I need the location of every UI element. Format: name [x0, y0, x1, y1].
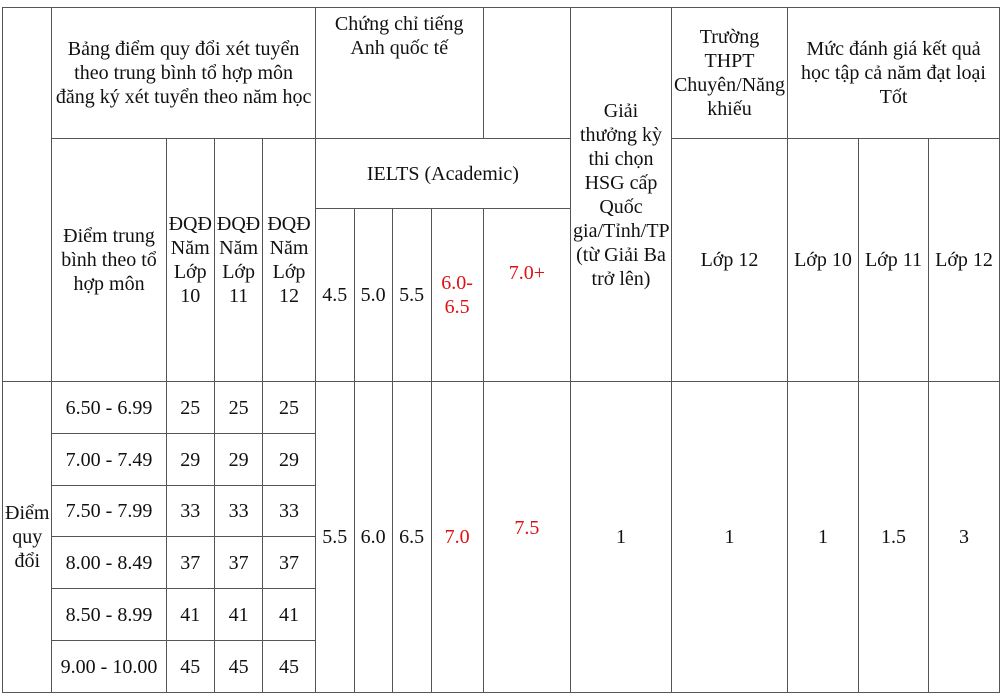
award-header: Giải thưởng kỳ thi chọn HSG cấp Quốc gia… — [570, 7, 672, 382]
table-row: 7.50 - 7.99 33 33 33 — [3, 485, 1000, 537]
ielts-level: 4.5 — [314, 208, 355, 382]
rating-points-10: 1 — [787, 381, 859, 693]
points-12: 41 — [262, 588, 316, 641]
rating-grade-11: Lớp 11 — [857, 138, 930, 382]
conversion-group-header: Bảng điểm quy đổi xét tuyển theo trung b… — [51, 7, 316, 139]
row-label: Điểm quy đổi — [1, 381, 53, 693]
table-row: Điểm quy đổi 6.50 - 6.99 25 25 25 5.5 6.… — [1, 381, 1000, 693]
cert-extra-cell — [482, 7, 572, 139]
rating-grade-12: Lớp 12 — [928, 138, 1000, 382]
points-11: 37 — [213, 536, 264, 589]
specialized-school-header: Trường THPT Chuyên/Năng khiếu — [670, 7, 789, 139]
points-11: 25 — [213, 381, 264, 434]
rating-group-header: Mức đánh giá kết quả học tập cả năm đạt … — [787, 7, 1000, 139]
score-range: 8.50 - 8.99 — [51, 588, 167, 641]
ielts-level: 5.5 — [391, 208, 432, 382]
table-row: 7.00 - 7.49 29 29 29 — [3, 433, 1000, 486]
ielts-header: IELTS (Academic) — [314, 138, 572, 209]
avg-score-header: Điểm trung bình theo tổ hợp môn — [51, 138, 167, 382]
score-range: 7.00 - 7.49 — [51, 433, 167, 486]
points-11: 33 — [213, 485, 264, 537]
points-12: 45 — [262, 640, 316, 693]
rating-points-11: 1.5 — [857, 381, 930, 693]
ielts-level: 7.0+ — [482, 208, 572, 382]
rating-grade-10: Lớp 10 — [787, 138, 859, 382]
table-row: 8.00 - 8.49 37 37 37 — [3, 536, 1000, 589]
dqd-10-header: ĐQĐ Năm Lớp 10 — [165, 138, 215, 382]
award-points: 1 — [570, 381, 672, 693]
table-row: 9.00 - 10.00 45 45 45 — [3, 640, 1000, 693]
ielts-points: 5.5 — [314, 381, 355, 693]
points-10: 37 — [165, 536, 215, 589]
points-10: 41 — [165, 588, 215, 641]
cert-group-header: Chứng chỉ tiếng Anh quốc tế — [314, 7, 484, 139]
ielts-level: 6.0-6.5 — [430, 208, 484, 382]
ielts-level: 5.0 — [353, 208, 393, 382]
rating-points-12: 3 — [928, 381, 1000, 693]
points-11: 41 — [213, 588, 264, 641]
points-10: 45 — [165, 640, 215, 693]
ielts-points: 6.5 — [391, 381, 432, 693]
points-12: 33 — [262, 485, 316, 537]
table-row: 8.50 - 8.99 41 41 41 — [3, 588, 1000, 641]
points-10: 25 — [165, 381, 215, 434]
score-range: 8.00 - 8.49 — [51, 536, 167, 589]
score-range: 7.50 - 7.99 — [51, 485, 167, 537]
points-11: 29 — [213, 433, 264, 486]
ielts-points: 7.0 — [430, 381, 484, 693]
ielts-points: 7.5 — [482, 381, 572, 693]
dqd-12-header: ĐQĐ Năm Lớp 12 — [262, 138, 316, 382]
points-12: 25 — [262, 381, 316, 434]
score-range: 9.00 - 10.00 — [51, 640, 167, 693]
school-points: 1 — [670, 381, 789, 693]
score-range: 6.50 - 6.99 — [51, 381, 167, 434]
points-10: 29 — [165, 433, 215, 486]
ielts-points: 6.0 — [353, 381, 393, 693]
points-10: 33 — [165, 485, 215, 537]
points-12: 29 — [262, 433, 316, 486]
school-grade-header: Lớp 12 — [670, 138, 789, 382]
points-11: 45 — [213, 640, 264, 693]
corner-cell — [1, 7, 53, 382]
conversion-table: Bảng điểm quy đổi xét tuyển theo trung b… — [1, 7, 1000, 693]
dqd-11-header: ĐQĐ Năm Lớp 11 — [213, 138, 264, 382]
points-12: 37 — [262, 536, 316, 589]
